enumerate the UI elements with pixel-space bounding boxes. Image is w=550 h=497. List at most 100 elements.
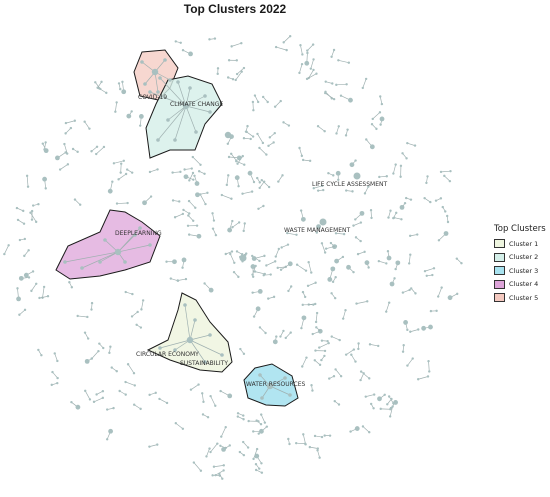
node: [393, 277, 396, 280]
node: [148, 170, 152, 174]
node: [224, 252, 227, 256]
edge: [65, 127, 72, 134]
edge: [407, 358, 414, 366]
node: [274, 255, 277, 258]
node: [242, 414, 245, 417]
node: [247, 419, 250, 423]
node: [253, 270, 257, 273]
node: [86, 337, 90, 340]
node: [443, 231, 449, 236]
node: [115, 101, 118, 104]
node: [312, 303, 315, 306]
cluster-node: [140, 60, 144, 64]
node: [357, 347, 360, 351]
edge: [309, 446, 318, 449]
node: [386, 403, 389, 406]
node: [71, 147, 75, 151]
node: [403, 320, 408, 325]
edge: [177, 278, 187, 281]
edge: [201, 393, 204, 402]
node: [426, 375, 430, 378]
node: [105, 91, 108, 95]
edge: [385, 302, 390, 312]
node: [259, 428, 264, 434]
edge: [307, 44, 314, 51]
node: [295, 441, 298, 445]
node: [367, 266, 370, 269]
node: [18, 313, 21, 316]
node: [443, 174, 446, 178]
node: [300, 326, 303, 330]
node: [199, 163, 202, 167]
node: [256, 132, 259, 136]
node: [112, 162, 116, 165]
node: [44, 187, 47, 190]
chart-title: Top Clusters 2022: [183, 2, 287, 16]
node: [258, 146, 261, 150]
node: [142, 200, 147, 206]
node: [187, 233, 191, 236]
node: [194, 181, 200, 186]
node: [428, 324, 433, 330]
node: [139, 407, 142, 411]
cluster-node: [148, 243, 152, 247]
node: [241, 154, 244, 158]
node: [377, 344, 380, 348]
node: [165, 401, 169, 405]
node: [446, 220, 450, 224]
label-life-cycle-assessment: LIFE CYCLE ASSESSMENT: [312, 181, 387, 188]
node: [351, 190, 354, 193]
node: [257, 432, 260, 435]
node: [389, 406, 393, 410]
node: [354, 360, 357, 363]
node: [97, 349, 100, 353]
node: [394, 267, 397, 271]
node: [139, 326, 143, 329]
node: [84, 358, 90, 364]
node: [64, 132, 67, 135]
node: [229, 252, 232, 256]
node: [254, 463, 258, 466]
node: [255, 306, 261, 312]
cluster-edge: [154, 71, 159, 93]
node: [246, 124, 249, 128]
node: [25, 174, 29, 178]
node: [281, 174, 284, 177]
node: [75, 404, 81, 410]
node: [385, 310, 388, 313]
edge: [379, 175, 387, 178]
cluster-node: [188, 86, 192, 90]
node: [213, 37, 217, 40]
node: [399, 175, 402, 178]
node: [334, 368, 337, 371]
node: [394, 163, 397, 166]
edge: [253, 448, 258, 460]
node: [246, 446, 250, 449]
node: [252, 109, 255, 112]
node: [126, 113, 132, 119]
node: [441, 205, 444, 209]
node: [234, 175, 240, 181]
node: [328, 434, 332, 437]
edge: [236, 160, 245, 166]
edge: [95, 82, 101, 90]
node: [236, 412, 240, 415]
node: [354, 218, 357, 221]
cluster-node: [166, 118, 170, 122]
node: [315, 231, 318, 234]
edge: [274, 100, 281, 107]
edge: [115, 102, 117, 112]
node: [40, 354, 43, 357]
node: [115, 202, 119, 205]
edge: [321, 243, 326, 253]
cluster-node: [208, 110, 212, 114]
node: [400, 218, 403, 221]
node: [178, 200, 181, 203]
node: [37, 348, 40, 352]
node: [417, 328, 420, 331]
edge: [231, 42, 242, 47]
node: [23, 308, 27, 312]
node: [212, 465, 216, 468]
edge: [299, 64, 303, 74]
edge: [260, 414, 266, 423]
